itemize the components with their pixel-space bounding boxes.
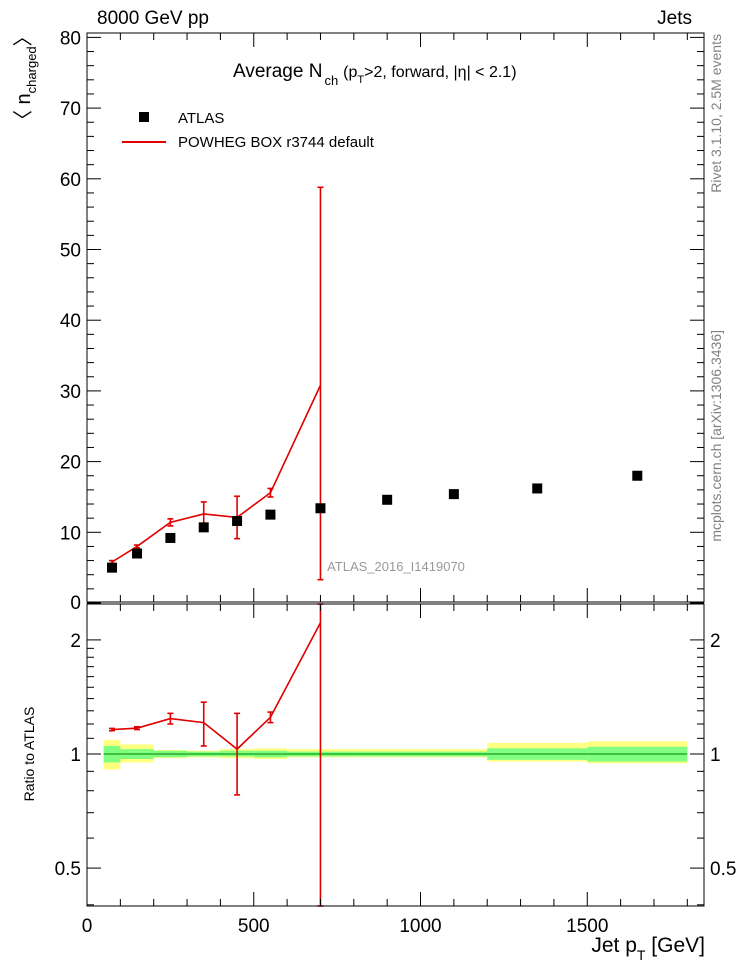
main-ytick-label: 50 — [60, 241, 81, 262]
ratio-ytick-label: 2 — [70, 631, 81, 652]
analysis-watermark: ATLAS_2016_I1419070 — [327, 559, 465, 574]
main-ytick-label: 0 — [70, 593, 81, 614]
ylabel-close: 〉 — [13, 26, 35, 46]
main-ylabel: 〈 ncharged〉 — [13, 26, 39, 130]
ylabel-n: 〈 n — [13, 93, 35, 130]
atlas-data-point — [132, 548, 143, 559]
atlas-data-point — [632, 470, 643, 481]
x-tick-label: 0 — [82, 916, 93, 937]
ylabel-subscript: charged — [24, 46, 39, 93]
header-collision: 8000 GeV pp — [97, 8, 209, 29]
powheg-line — [111, 384, 322, 563]
main-ytick-label: 40 — [60, 311, 81, 332]
atlas-data-point — [315, 503, 326, 514]
atlas-data-point — [165, 532, 176, 543]
atlas-data-point — [198, 522, 209, 533]
atlas-data-point — [232, 515, 243, 526]
legend-powheg-label: POWHEG BOX r3744 default — [178, 134, 375, 151]
legend-atlas-marker — [139, 112, 149, 122]
main-ytick-label: 60 — [60, 170, 81, 191]
x-tick-label: 1500 — [566, 916, 608, 937]
main-ytick-label: 70 — [60, 99, 81, 120]
ratio-ytick-label: 1 — [70, 745, 81, 766]
atlas-data-point — [265, 509, 276, 520]
ratio-frame — [86, 603, 705, 907]
atlas-data-point — [448, 489, 459, 500]
atlas-data-point — [382, 494, 393, 505]
main-ytick-label: 30 — [60, 382, 81, 403]
legend: ATLAS POWHEG BOX r3744 default — [122, 110, 375, 151]
ratio-ytick-label-right: 1 — [710, 745, 721, 766]
x-tick-label: 1000 — [399, 916, 441, 937]
main-ytick-label: 10 — [60, 523, 81, 544]
main-frame — [86, 32, 705, 603]
ratio-ylabel: Ratio to ATLAS — [21, 707, 37, 802]
header-process: Jets — [657, 8, 692, 29]
main-ytick-label: 20 — [60, 453, 81, 474]
rivet-version-label: Rivet 3.1.10, 2.5M events — [708, 34, 724, 193]
ratio-ytick-label-right: 0.5 — [710, 859, 736, 880]
main-panel: 0 10 20 30 40 50 60 70 80 — [60, 28, 705, 614]
ratio-ytick-label-right: 2 — [710, 631, 721, 652]
ratio-panel: 0.5 0.5 1 1 2 2 0 500 1000 1500 — [55, 603, 736, 937]
mcplots-label: mcplots.cern.ch [arXiv:1306.3436] — [708, 330, 724, 542]
legend-atlas-label: ATLAS — [178, 110, 224, 127]
main-ytick-label: 80 — [60, 28, 81, 49]
x-tick-label: 500 — [238, 916, 270, 937]
svg-text:〈 ncharged〉: 〈 ncharged〉 — [13, 26, 39, 130]
atlas-data-point — [532, 483, 543, 494]
x-axis-label: Jet pT [GeV] — [591, 934, 705, 963]
ratio-powheg-line — [111, 622, 322, 751]
atlas-data-point — [107, 562, 118, 573]
ratio-ytick-label: 0.5 — [55, 859, 81, 880]
